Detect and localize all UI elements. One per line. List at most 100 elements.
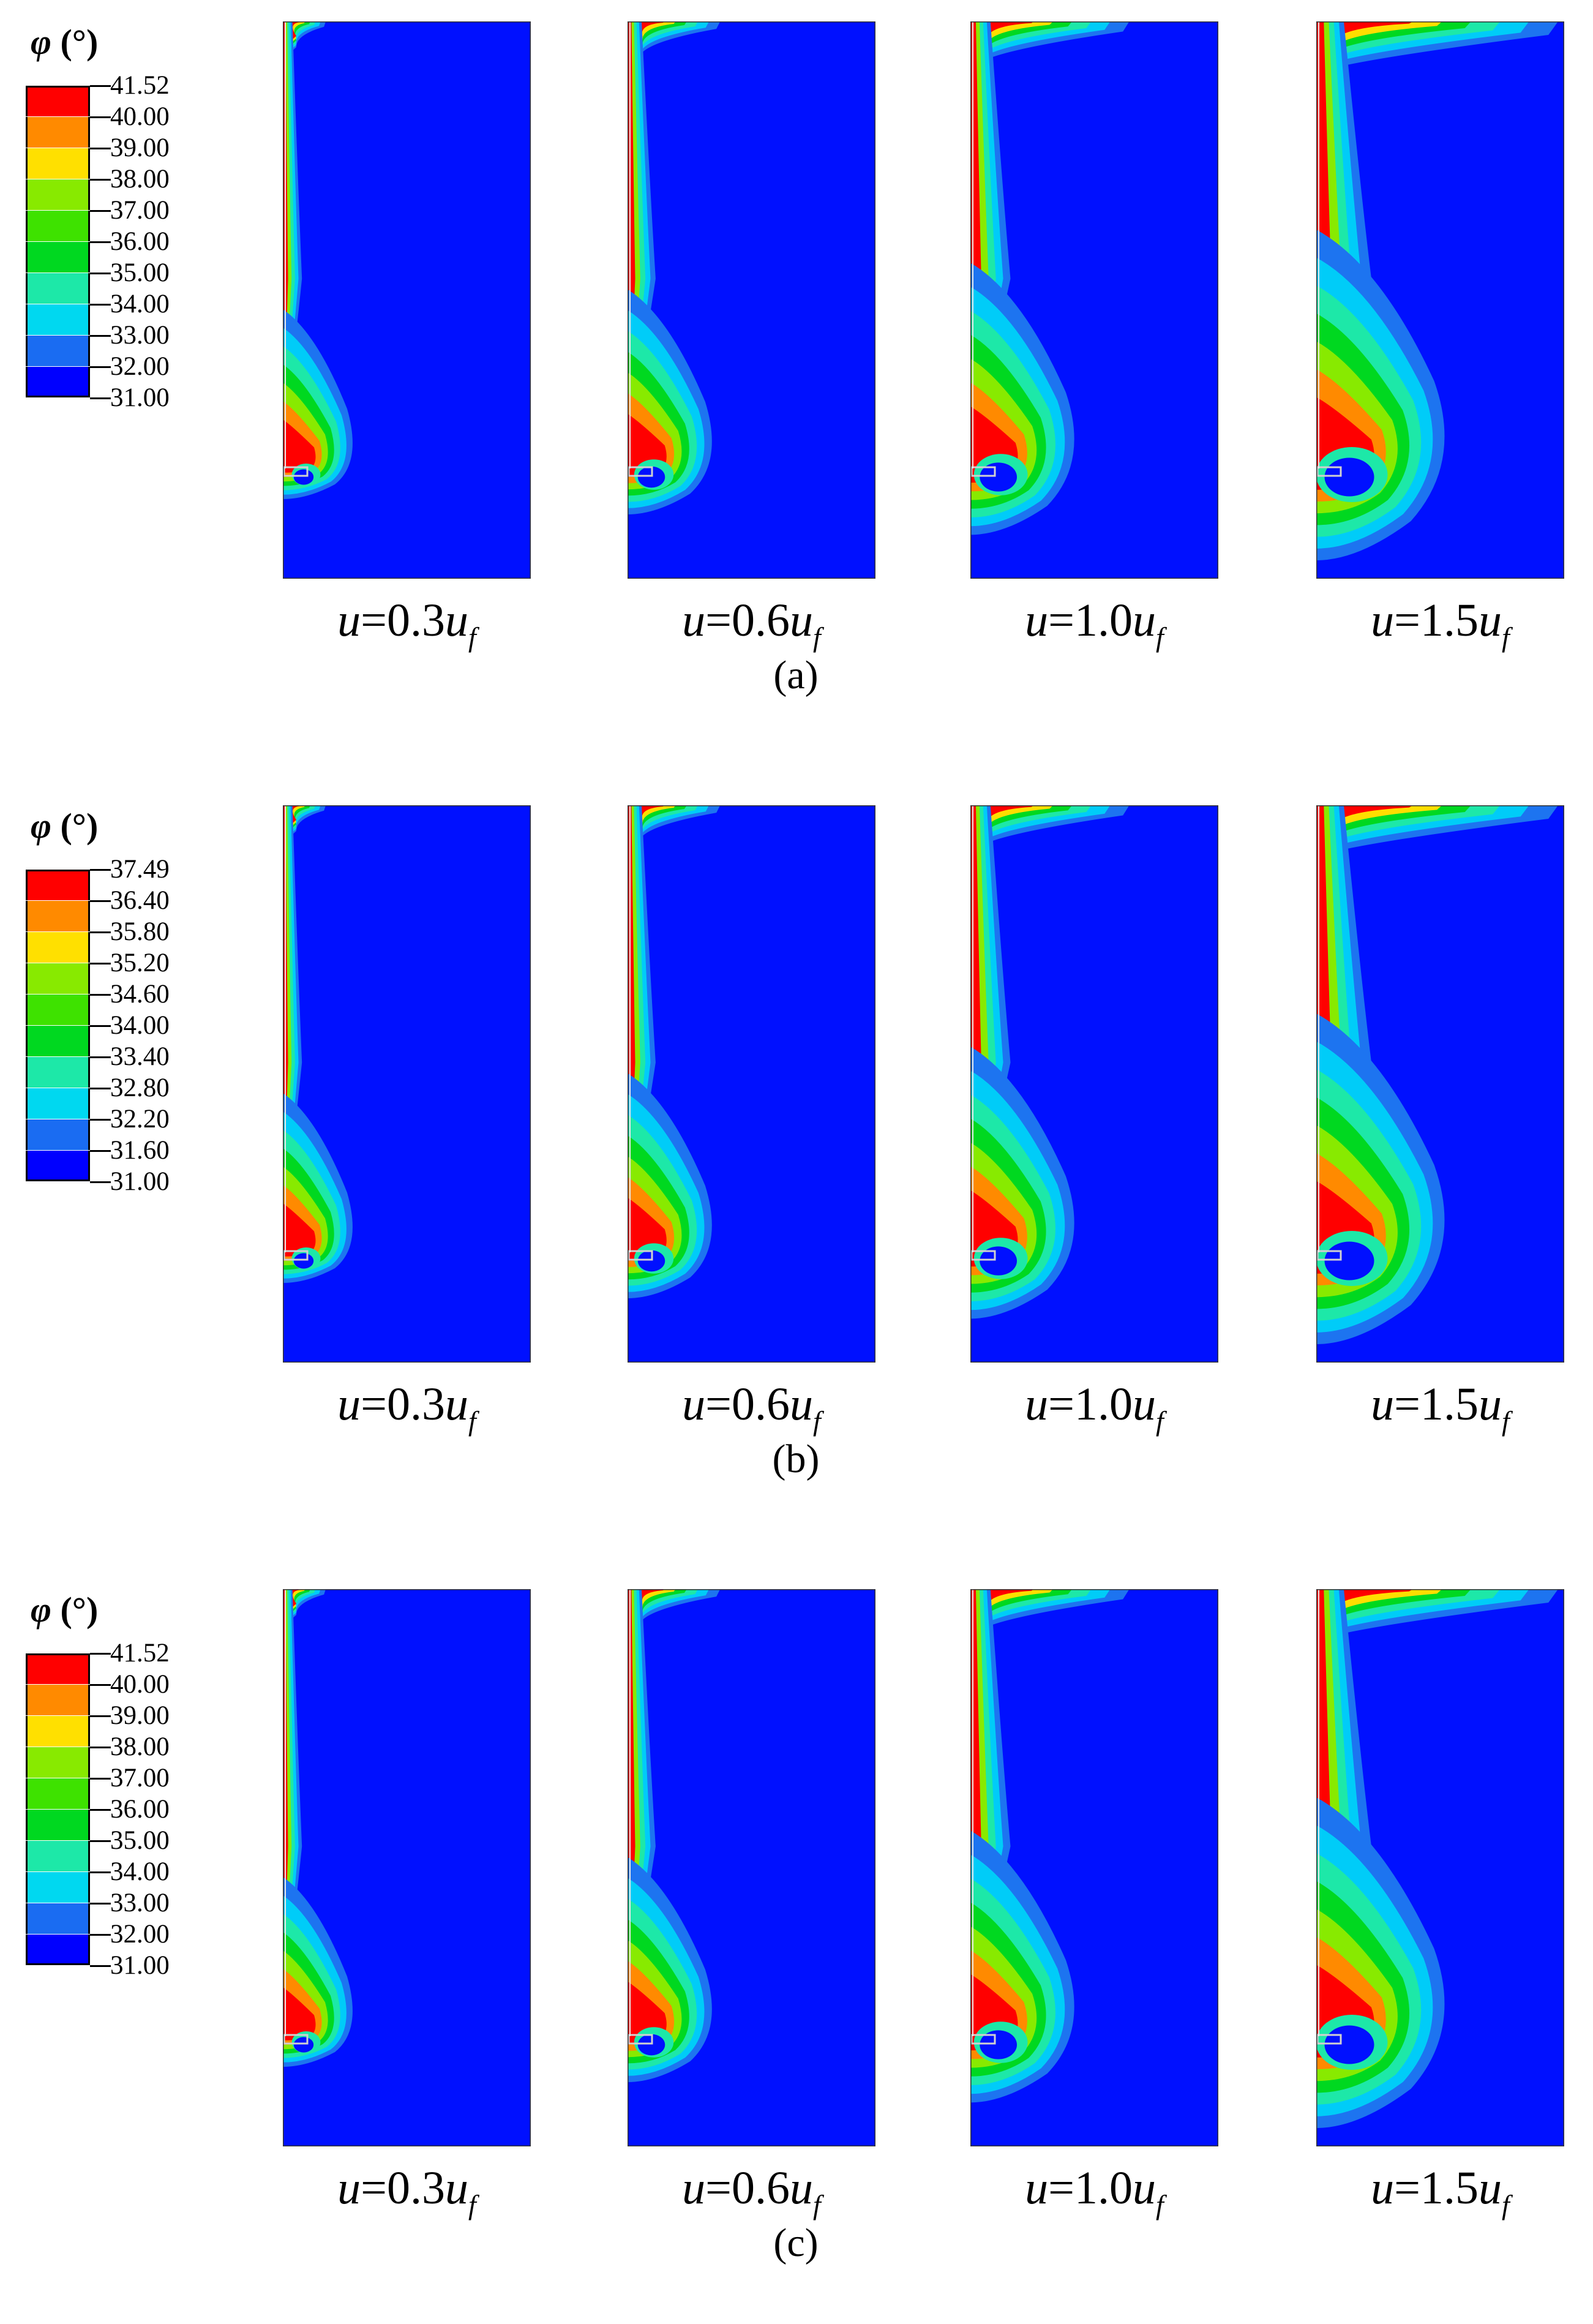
legend-swatch (26, 1778, 90, 1809)
contour-panel (1316, 805, 1564, 1363)
legend-tick (90, 241, 111, 243)
legend-tick (90, 1903, 111, 1905)
caption-coeff: =0.6 (705, 1378, 790, 1430)
legend-swatch (26, 1935, 90, 1965)
legend-title-symbol: φ (31, 1590, 51, 1630)
group-label: (a) (773, 653, 819, 698)
panel-caption: u=0.3uf (283, 1378, 531, 1435)
panel-caption: u=0.6uf (628, 594, 875, 652)
caption-sub: f (1156, 2189, 1164, 2221)
contour-panel (283, 1589, 531, 2146)
legend-tick (90, 869, 111, 871)
legend-swatch (26, 1088, 90, 1119)
contour-background (283, 1589, 531, 2146)
caption-sub: f (1502, 2189, 1510, 2221)
legend-swatch (26, 86, 90, 116)
legend-value: 41.52 (110, 71, 170, 100)
caption-sub: f (468, 2189, 476, 2221)
legend-swatch (26, 1026, 90, 1056)
caption-sub: f (1502, 1405, 1510, 1437)
contour-plot (628, 21, 875, 579)
legend-value: 39.00 (110, 133, 170, 162)
legend-value: 35.00 (110, 258, 170, 287)
legend-swatch (26, 901, 90, 931)
panel-frame (283, 21, 531, 579)
failure-zone (283, 1987, 316, 2040)
caption-u: u (682, 2162, 706, 2214)
legend-value: 37.49 (110, 855, 170, 884)
legend-swatch (26, 273, 90, 304)
caption-coeff: =1.0 (1048, 595, 1133, 646)
anchor-plate (283, 466, 309, 477)
legend-value: 31.60 (110, 1136, 170, 1165)
panel-caption: u=1.5uf (1316, 2162, 1564, 2219)
anchor-plate (1316, 2034, 1342, 2045)
legend-swatch (26, 179, 90, 210)
legend-title-unit: (°) (60, 22, 99, 62)
legend-title-unit: (°) (60, 806, 99, 846)
anchor-plate (1316, 466, 1342, 477)
legend-swatch (26, 1841, 90, 1871)
caption-uf: u (790, 1378, 814, 1430)
contour-panel (283, 21, 531, 579)
legend-title: φ (°) (31, 805, 98, 846)
panel-caption: u=1.0uf (970, 2162, 1218, 2219)
legend-swatch (26, 1810, 90, 1840)
legend-value: 35.80 (110, 917, 170, 946)
anchor-core-zone (637, 2034, 665, 2056)
caption-sub: f (1502, 622, 1510, 653)
legend-tick (90, 1747, 111, 1748)
anchor-plate (283, 1250, 309, 1261)
caption-sub: f (1156, 622, 1164, 653)
caption-coeff: =0.3 (361, 2162, 446, 2214)
panel-frame (283, 805, 531, 1363)
contour-plot (1316, 21, 1564, 579)
figure-group-b: φ (°) 37.49 36.40 35.80 35.20 34.60 34.00 33.40… (0, 805, 1593, 1540)
caption-sub: f (468, 1405, 476, 1437)
legend-value: 32.80 (110, 1074, 170, 1102)
legend-tick (90, 1778, 111, 1780)
legend-value: 33.00 (110, 321, 170, 350)
panel-caption: u=0.3uf (283, 594, 531, 652)
contour-plot (1316, 1589, 1564, 2146)
caption-uf: u (1479, 1378, 1502, 1430)
panel-caption: u=1.0uf (970, 1378, 1218, 1435)
caption-coeff: =1.0 (1048, 2162, 1133, 2214)
anchor-core-zone (1324, 2025, 1374, 2064)
legend-tick (90, 1840, 111, 1842)
legend-value: 31.00 (110, 1167, 170, 1196)
legend-value: 33.00 (110, 1889, 170, 1917)
caption-sub: f (813, 2189, 821, 2221)
legend-swatch (26, 367, 90, 397)
legend-tick (90, 1965, 111, 1967)
contour-plot (283, 21, 531, 579)
caption-coeff: =1.5 (1394, 2162, 1479, 2214)
caption-coeff: =1.5 (1394, 1378, 1479, 1430)
legend-value: 34.00 (110, 1857, 170, 1886)
anchor-core-zone (980, 462, 1018, 492)
legend-tick (90, 1025, 111, 1027)
caption-coeff: =0.6 (705, 2162, 790, 2214)
panel-frame (970, 805, 1218, 1363)
legend-swatch (26, 1057, 90, 1088)
caption-uf: u (1133, 2162, 1156, 2214)
contour-plot (970, 1589, 1218, 2146)
panel-caption: u=0.6uf (628, 2162, 875, 2219)
contour-plot (1316, 805, 1564, 1363)
panel-caption: u=1.5uf (1316, 1378, 1564, 1435)
legend-tick (90, 994, 111, 996)
contour-plot (970, 21, 1218, 579)
legend-value: 34.00 (110, 1011, 170, 1040)
panel-frame (1316, 805, 1564, 1363)
panel-frame (1316, 1589, 1564, 2146)
anchor-core-zone (980, 2030, 1018, 2059)
contour-panel (970, 21, 1218, 579)
legend-swatch (26, 1716, 90, 1747)
legend-tick (90, 900, 111, 902)
legend-value: 36.00 (110, 1795, 170, 1824)
legend-swatch (26, 211, 90, 241)
caption-sub: f (813, 622, 821, 653)
anchor-plate (628, 466, 653, 477)
legend-value: 38.00 (110, 1732, 170, 1761)
anchor-core-zone (637, 466, 665, 488)
